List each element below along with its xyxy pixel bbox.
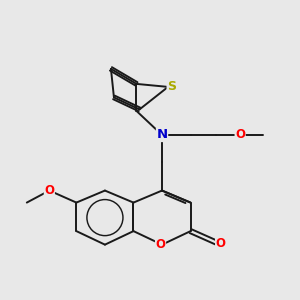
Text: O: O xyxy=(44,184,54,197)
Text: N: N xyxy=(157,128,168,142)
Text: O: O xyxy=(235,128,245,142)
Text: O: O xyxy=(216,237,226,250)
Text: S: S xyxy=(167,80,176,93)
Text: O: O xyxy=(155,238,166,251)
